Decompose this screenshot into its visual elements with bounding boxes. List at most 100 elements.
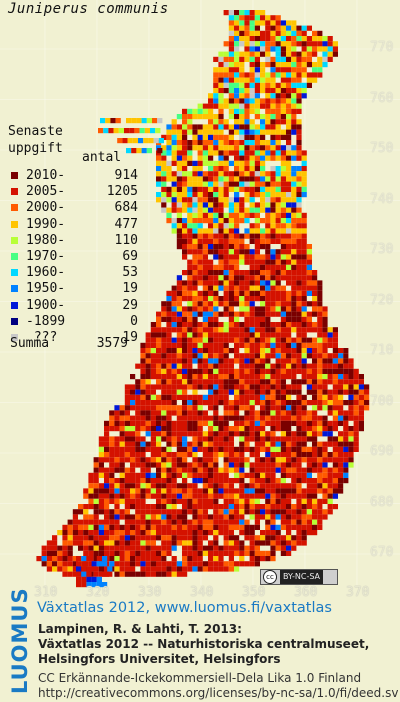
occurrence-cell (187, 306, 193, 312)
occurrence-cell (265, 223, 271, 229)
occurrence-cell (317, 498, 323, 504)
occurrence-cell (192, 457, 198, 463)
occurrence-cell (296, 82, 302, 88)
occurrence-cell (234, 493, 240, 499)
occurrence-cell (187, 348, 193, 354)
occurrence-cell (228, 457, 234, 463)
occurrence-cell (202, 103, 208, 109)
occurrence-cell (171, 197, 177, 203)
occurrence-cell (260, 488, 266, 494)
occurrence-cell (213, 124, 219, 130)
occurrence-cell (208, 498, 214, 504)
occurrence-cell (254, 327, 260, 333)
occurrence-cell (228, 25, 234, 31)
occurrence-cell (301, 316, 307, 322)
occurrence-cell (223, 218, 229, 224)
occurrence-cell (343, 426, 349, 432)
occurrence-cell (119, 431, 125, 437)
occurrence-cell (306, 509, 312, 515)
occurrence-cell (239, 67, 245, 73)
occurrence-cell (197, 415, 203, 421)
occurrence-cell (176, 285, 182, 291)
atlas-link[interactable]: Växtatlas 2012, www.luomus.fi/vaxtatlas (37, 600, 332, 616)
occurrence-cell (213, 478, 219, 484)
occurrence-cell (338, 431, 344, 437)
occurrence-cell (254, 108, 260, 114)
occurrence-cell (176, 431, 182, 437)
occurrence-cell (192, 218, 198, 224)
occurrence-cell (171, 223, 177, 229)
occurrence-cell (270, 342, 276, 348)
occurrence-cell (296, 244, 302, 250)
occurrence-cell (249, 311, 255, 317)
occurrence-cell (176, 389, 182, 395)
occurrence-cell (234, 46, 240, 52)
occurrence-cell (102, 556, 108, 562)
occurrence-cell (265, 36, 271, 42)
occurrence-cell (171, 155, 177, 161)
occurrence-cell (213, 160, 219, 166)
occurrence-cell (156, 566, 162, 572)
occurrence-cell (119, 550, 125, 556)
occurrence-cell (296, 285, 302, 291)
occurrence-cell (213, 192, 219, 198)
occurrence-cell (244, 46, 250, 52)
occurrence-cell (182, 436, 188, 442)
occurrence-cell (228, 218, 234, 224)
legend-swatch (11, 252, 18, 260)
occurrence-cell (265, 342, 271, 348)
occurrence-cell (62, 561, 68, 567)
occurrence-cell (197, 124, 203, 130)
occurrence-cell (265, 155, 271, 161)
occurrence-cell (223, 426, 229, 432)
occurrence-cell (265, 472, 271, 478)
occurrence-cell (296, 405, 302, 411)
occurrence-cell (317, 56, 323, 62)
occurrence-cell (254, 441, 260, 447)
occurrence-cell (327, 457, 333, 463)
occurrence-cell (249, 88, 255, 94)
occurrence-cell (171, 394, 177, 400)
legend-count: 1205 (106, 184, 138, 200)
occurrence-cell (208, 280, 214, 286)
occurrence-cell (249, 212, 255, 218)
cc-license-badge[interactable]: cc BY-NC-SA (260, 569, 338, 585)
occurrence-cell (140, 509, 146, 515)
occurrence-cell (124, 478, 130, 484)
occurrence-cell (249, 30, 255, 36)
occurrence-cell (208, 228, 214, 234)
cc-badge-text: BY-NC-SA (280, 570, 324, 584)
occurrence-cell (338, 394, 344, 400)
occurrence-cell (197, 150, 203, 156)
occurrence-cell (119, 452, 125, 458)
occurrence-cell (202, 441, 208, 447)
license-url[interactable]: http://creativecommons.org/licenses/by-n… (38, 686, 399, 700)
occurrence-cell (275, 134, 281, 140)
occurrence-cell (98, 493, 104, 499)
occurrence-cell (322, 56, 328, 62)
occurrence-cell (327, 488, 333, 494)
occurrence-cell (296, 88, 302, 94)
occurrence-cell (280, 238, 286, 244)
occurrence-cell (182, 181, 188, 187)
occurrence-cell (192, 228, 198, 234)
occurrence-cell (218, 249, 224, 255)
occurrence-cell (280, 145, 286, 151)
occurrence-cell (306, 374, 312, 380)
occurrence-cell (234, 223, 240, 229)
occurrence-cell (176, 150, 182, 156)
occurrence-cell (208, 171, 214, 177)
occurrence-cell (275, 436, 281, 442)
occurrence-cell (109, 514, 115, 520)
occurrence-cell (260, 207, 266, 213)
occurrence-cell (140, 571, 146, 577)
occurrence-cell (244, 483, 250, 489)
occurrence-cell (93, 514, 99, 520)
occurrence-cell (312, 420, 318, 426)
occurrence-cell (218, 296, 224, 302)
occurrence-cell (270, 301, 276, 307)
occurrence-cell (291, 108, 297, 114)
occurrence-cell (286, 155, 292, 161)
occurrence-cell (197, 348, 203, 354)
occurrence-cell (192, 509, 198, 515)
